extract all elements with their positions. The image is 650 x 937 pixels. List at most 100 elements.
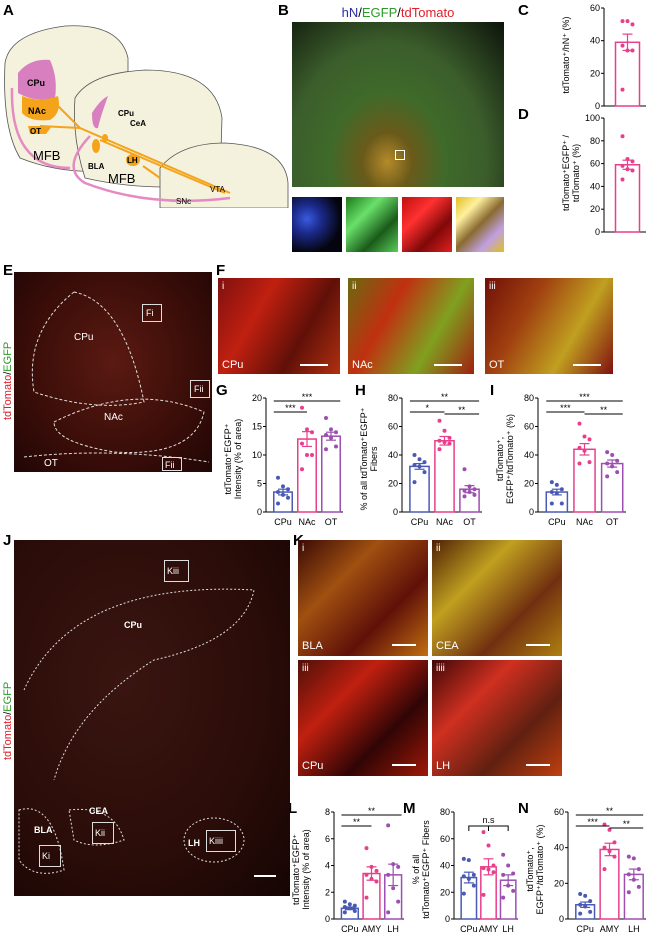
- data-point: [583, 893, 588, 898]
- y-tick-label: 60: [388, 422, 398, 432]
- y-tick-label: 80: [524, 393, 534, 403]
- significance-label: **: [606, 806, 614, 816]
- scale-bar: [434, 364, 462, 366]
- roi-box: Kiii: [164, 560, 189, 582]
- data-point: [391, 886, 396, 891]
- data-point: [583, 904, 588, 909]
- y-tick-label: 20: [252, 393, 262, 403]
- data-point: [466, 876, 471, 881]
- side-label-red: tdTomato: [2, 714, 14, 760]
- title-part: tdTomato: [400, 5, 455, 20]
- data-point: [462, 467, 467, 472]
- svg-text:BLA: BLA: [88, 162, 105, 171]
- x-tick-label: LH: [502, 924, 514, 934]
- data-point: [554, 491, 559, 496]
- y-tick-label: 60: [590, 3, 600, 13]
- bar-nac: [434, 440, 455, 513]
- data-point: [347, 902, 352, 907]
- panel-label-b: B: [278, 2, 289, 19]
- svg-text:VTA: VTA: [210, 185, 226, 194]
- mfb-pink-path: [10, 87, 71, 170]
- data-point: [467, 484, 472, 489]
- panel-label-j: J: [3, 532, 12, 549]
- cpu-region-2: [92, 96, 108, 129]
- data-point: [636, 884, 641, 889]
- data-point: [577, 421, 582, 426]
- data-point: [511, 871, 516, 876]
- bar-amy: [599, 848, 620, 920]
- data-point: [324, 433, 328, 438]
- data-point: [462, 494, 467, 499]
- data-point: [467, 490, 472, 495]
- y-tick-label: 0: [595, 227, 600, 236]
- data-point: [342, 910, 347, 915]
- data-point: [417, 457, 422, 462]
- x-tick-label: OT: [463, 517, 476, 527]
- data-point: [481, 830, 486, 835]
- data-point: [391, 862, 396, 867]
- data-point: [412, 462, 417, 467]
- data-point: [422, 470, 427, 475]
- data-point: [578, 911, 583, 916]
- data-point: [486, 867, 491, 872]
- y-tick-label: 5: [257, 479, 262, 489]
- data-point: [461, 891, 466, 896]
- data-point: [347, 906, 352, 911]
- y-tick-label: 0: [393, 507, 398, 517]
- fiber-image-bla: i BLA: [298, 540, 428, 656]
- data-point: [577, 461, 582, 466]
- merge-inset-image: [456, 197, 504, 252]
- data-point: [607, 849, 612, 854]
- data-point: [300, 405, 304, 410]
- data-point: [615, 470, 620, 475]
- data-point: [602, 822, 607, 827]
- data-point: [472, 492, 477, 497]
- scale-bar: [392, 764, 416, 766]
- data-point: [578, 892, 583, 897]
- data-point: [588, 899, 593, 904]
- data-point: [286, 487, 290, 492]
- data-point: [300, 467, 304, 472]
- data-point: [501, 852, 506, 857]
- data-point: [612, 840, 617, 845]
- x-tick-label: AMY: [479, 924, 499, 934]
- data-point: [582, 448, 587, 453]
- mfb-pink-path-2: [72, 135, 231, 203]
- bar-value: [614, 163, 641, 233]
- brain-diagram: CPu NAc OT MFB CPu CeA BLA LH MFB VTA SN…: [4, 25, 289, 208]
- data-point: [491, 870, 496, 875]
- data-point: [461, 856, 466, 861]
- x-tick-label: CPu: [576, 924, 594, 934]
- significance-label: ***: [560, 403, 571, 413]
- svg-text:NAc: NAc: [28, 106, 46, 116]
- x-tick-label: CPu: [548, 517, 566, 527]
- y-axis-label: tdTomato⁺EGFP⁺ Intensity (% of area): [291, 829, 311, 910]
- data-point: [334, 430, 338, 435]
- scale-bar: [254, 875, 276, 877]
- data-point: [626, 854, 631, 859]
- data-point: [631, 877, 636, 882]
- data-point: [559, 501, 564, 506]
- data-point: [620, 87, 625, 92]
- panel-label-e: E: [3, 262, 14, 279]
- data-point: [625, 157, 630, 162]
- y-tick-label: 4: [325, 861, 330, 871]
- x-tick-label: OT: [325, 517, 338, 527]
- data-point: [491, 863, 496, 868]
- egfp-inset-image: [346, 197, 398, 252]
- data-point: [329, 427, 333, 432]
- panel-label-d: D: [518, 106, 529, 123]
- panel-j-side-label: tdTomato/EGFP: [2, 681, 14, 760]
- y-tick-label: 80: [388, 393, 398, 403]
- significance-label: *: [425, 403, 429, 413]
- y-axis-label: tdTomato⁺, EGFP⁺/tdTomato⁺ (%): [525, 824, 545, 915]
- brain-section-3: [159, 142, 289, 208]
- fiber-image-lh: iiii LH: [432, 660, 562, 776]
- scale-bar: [573, 364, 601, 366]
- data-point: [276, 490, 280, 495]
- data-point: [471, 883, 476, 888]
- data-point: [607, 827, 612, 832]
- x-tick-label: CPu: [411, 517, 429, 527]
